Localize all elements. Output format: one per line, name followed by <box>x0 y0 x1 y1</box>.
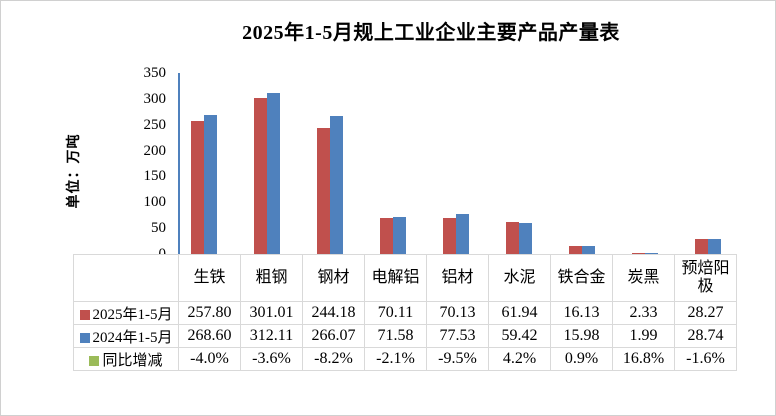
category-header-cell: 水泥 <box>488 254 551 302</box>
legend-key-icon <box>89 355 100 366</box>
table-value-cell: 15.98 <box>550 324 613 348</box>
category-header-cell: 铁合金 <box>550 254 613 302</box>
table-value-cell: 28.27 <box>674 301 737 325</box>
series-label-cell: 同比增减 <box>73 347 179 371</box>
table-value-cell: 1.99 <box>612 324 675 348</box>
bar-series1-cat5 <box>519 223 532 254</box>
table-value-cell: 59.42 <box>488 324 551 348</box>
bar-series0-cat3 <box>380 217 393 254</box>
table-value-cell: -9.5% <box>426 347 489 371</box>
table-value-cell: 312.11 <box>240 324 303 348</box>
table-value-cell: 28.74 <box>674 324 737 348</box>
bar-series0-cat6 <box>569 245 582 254</box>
series-name: 2025年1-5月 <box>92 306 173 323</box>
table-value-cell: -8.2% <box>302 347 365 371</box>
table-value-cell: 0.9% <box>550 347 613 371</box>
table-value-cell: 16.13 <box>550 301 613 325</box>
bar-series0-cat0 <box>191 120 204 254</box>
legend-key-icon <box>79 309 90 320</box>
category-header-cell: 铝材 <box>426 254 489 302</box>
bar-series1-cat4 <box>456 213 469 254</box>
category-header-cell: 电解铝 <box>364 254 427 302</box>
table-value-cell: 77.53 <box>426 324 489 348</box>
table-value-cell: -1.6% <box>674 347 737 371</box>
y-axis-tick-label: 50 <box>151 220 166 237</box>
table-value-cell: 2.33 <box>612 301 675 325</box>
category-header-cell: 预焙阳极 <box>674 254 737 302</box>
table-value-cell: 268.60 <box>178 324 241 348</box>
data-table: 生铁 粗钢 钢材 电解铝 铝材 水泥 铁合金 炭黑 预焙阳极 2025年1-5月 257.80 301… <box>73 254 737 371</box>
category-header-cell: 粗钢 <box>240 254 303 302</box>
y-axis-tick-label: 300 <box>143 90 167 107</box>
bar-series0-cat8 <box>695 239 708 254</box>
chart-title: 2025年1-5月规上工业企业主要产品产量表 <box>242 22 620 44</box>
series-name: 同比增减 <box>102 352 163 369</box>
bar-series1-cat7 <box>645 252 658 254</box>
table-value-cell: 266.07 <box>302 324 365 348</box>
bar-series1-cat1 <box>267 92 280 254</box>
bar-series1-cat3 <box>393 216 406 254</box>
bar-series0-cat2 <box>317 127 330 254</box>
table-value-cell: 70.11 <box>364 301 427 325</box>
category-header-cell: 钢材 <box>302 254 365 302</box>
series-name: 2024年1-5月 <box>92 329 173 346</box>
table-value-cell: -3.6% <box>240 347 303 371</box>
table-value-cell: 71.58 <box>364 324 427 348</box>
table-value-cell: 244.18 <box>302 301 365 325</box>
y-axis-title: 单位：万吨 <box>67 133 82 209</box>
table-value-cell: -4.0% <box>178 347 241 371</box>
table-value-cell: 257.80 <box>178 301 241 325</box>
bar-series0-cat1 <box>254 98 267 254</box>
y-axis-tick-label: 250 <box>143 116 167 133</box>
table-value-cell: 61.94 <box>488 301 551 325</box>
bar-series1-cat8 <box>708 239 721 254</box>
y-axis-tick-label: 350 <box>143 65 167 81</box>
table-corner-cell <box>73 254 179 302</box>
table-value-cell: 16.8% <box>612 347 675 371</box>
y-axis-tick-label: 100 <box>143 194 167 211</box>
table-row: 2025年1-5月 257.80 301.01 244.18 70.11 70.13 61.… <box>73 301 737 325</box>
bar-series0-cat7 <box>632 252 645 254</box>
series-label-cell: 2025年1-5月 <box>73 301 179 325</box>
series-label-cell: 2024年1-5月 <box>73 324 179 348</box>
y-axis-tick-label: 200 <box>143 142 167 159</box>
y-axis-tick-label: 150 <box>143 168 167 185</box>
bar-series0-cat4 <box>443 217 456 254</box>
category-header-cell: 生铁 <box>178 254 241 302</box>
table-value-cell: 4.2% <box>488 347 551 371</box>
legend-key-icon <box>79 332 90 343</box>
table-value-cell: 301.01 <box>240 301 303 325</box>
table-row: 同比增减 -4.0% -3.6% -8.2% -2.1% -9.5% 4.2% 0.9% 16.… <box>73 347 737 371</box>
bar-series0-cat5 <box>506 221 519 254</box>
y-axis-line <box>178 73 180 254</box>
table-value-cell: -2.1% <box>364 347 427 371</box>
table-row: 2024年1-5月 268.60 312.11 266.07 71.58 77.53 59.… <box>73 324 737 348</box>
bar-series1-cat2 <box>330 116 343 254</box>
bar-series1-cat6 <box>582 245 595 254</box>
bar-series1-cat0 <box>204 115 217 254</box>
bar-chart-plot-area <box>179 73 746 254</box>
category-header-cell: 炭黑 <box>612 254 675 302</box>
table-value-cell: 70.13 <box>426 301 489 325</box>
table-header-row: 生铁 粗钢 钢材 电解铝 铝材 水泥 铁合金 炭黑 预焙阳极 <box>73 254 737 302</box>
